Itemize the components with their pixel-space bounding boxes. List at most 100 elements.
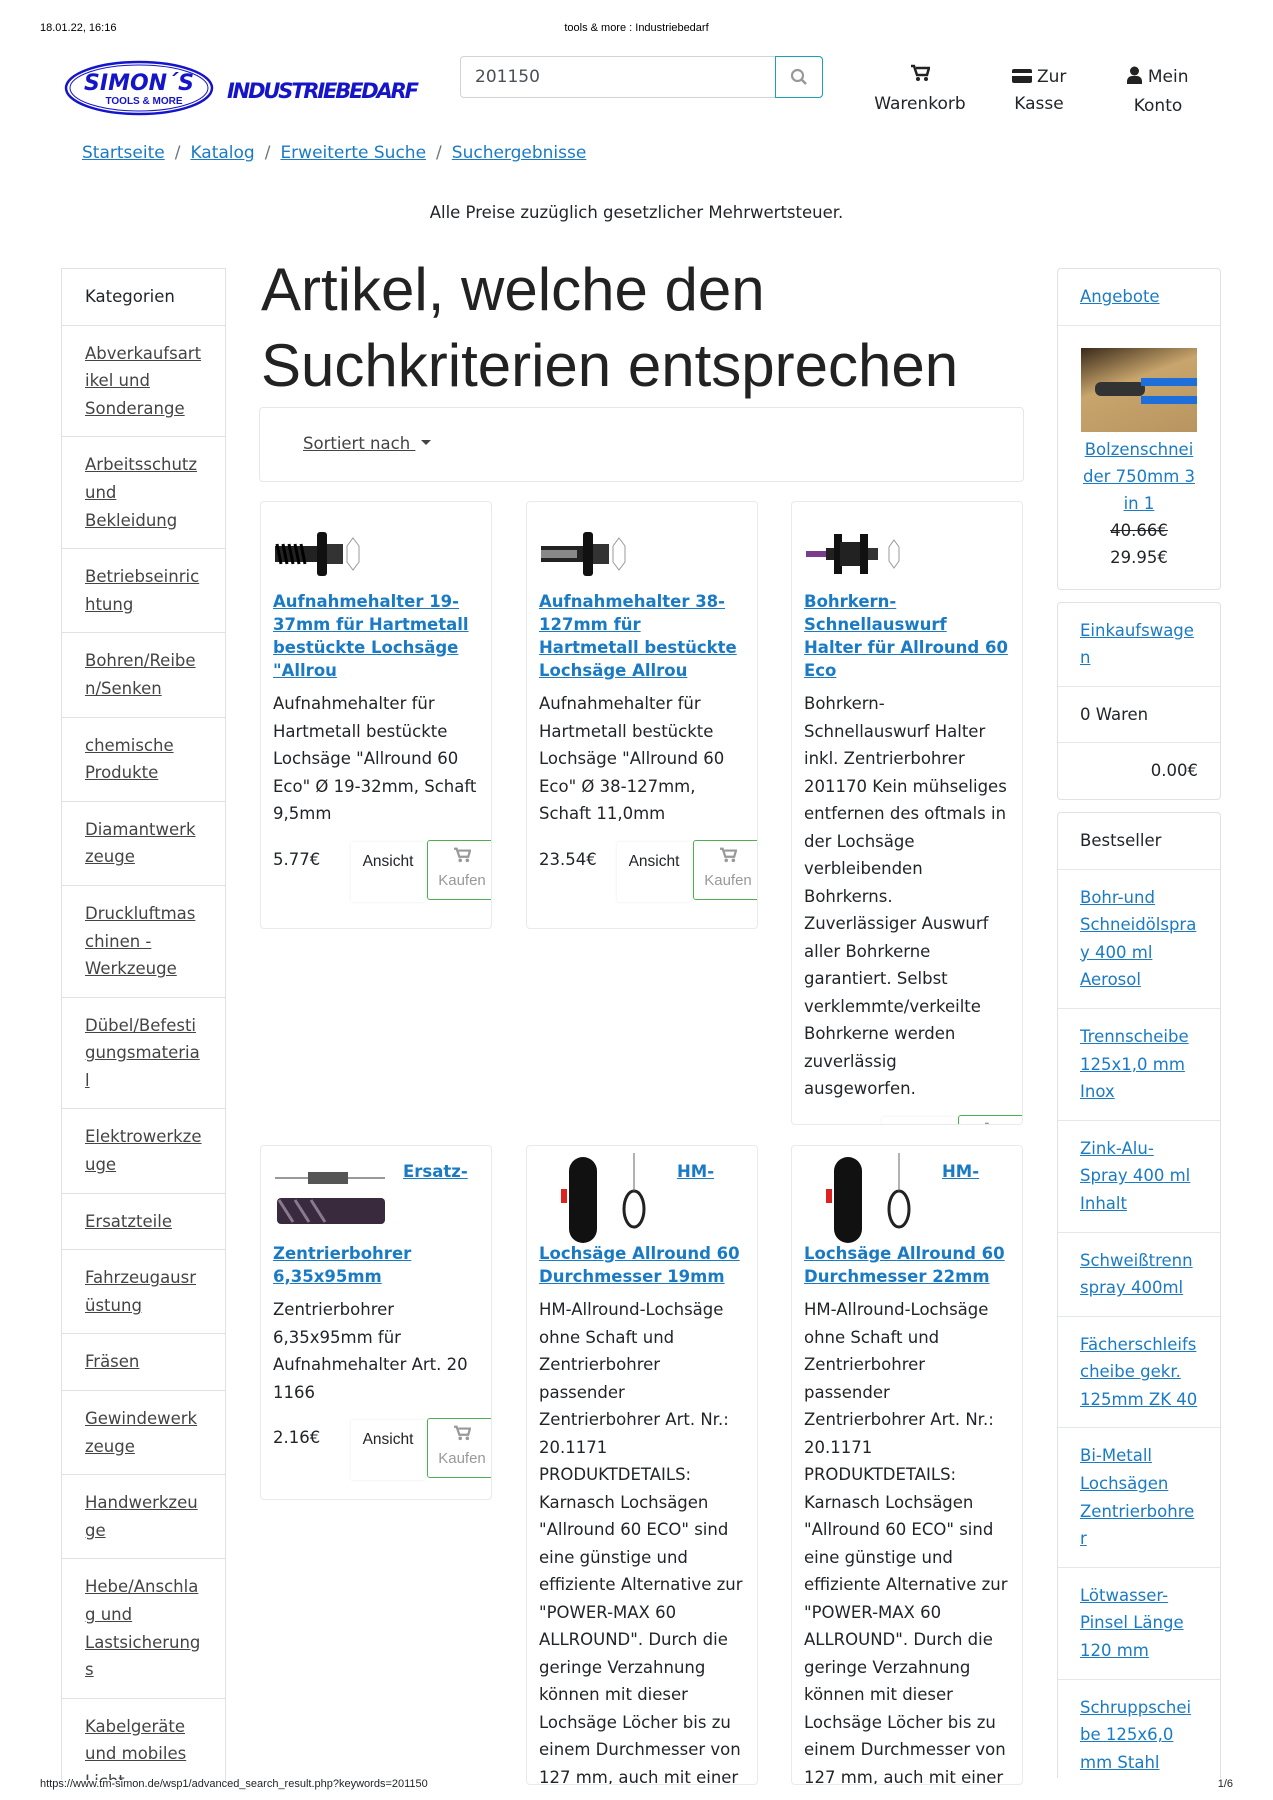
- view-button[interactable]: Ansicht: [617, 842, 691, 902]
- offer-product-image[interactable]: [1081, 347, 1197, 432]
- product-title-link[interactable]: Bohrkern-Schnellauswurf Halter für Allro…: [804, 592, 1008, 680]
- view-button[interactable]: Ansicht: [882, 1117, 956, 1125]
- bestseller-link[interactable]: Schruppscheibe 125x6,0 mm Stahl: [1080, 1697, 1192, 1772]
- product-image[interactable]: [273, 1146, 395, 1242]
- category-link[interactable]: Druckluftmaschinen - Werkzeuge: [85, 903, 196, 979]
- search-input[interactable]: [461, 57, 776, 97]
- right-sidebar: Angebote Bolzenschneider 750mm 3 in 1 40…: [1057, 268, 1221, 1778]
- category-link[interactable]: Betriebseinrichtung: [85, 567, 200, 614]
- bestseller-item: Schweißtrennspray 400ml: [1058, 1233, 1220, 1317]
- bestseller-link[interactable]: Trennscheibe 125x1,0 mm Inox: [1080, 1026, 1189, 1102]
- cart-icon: [694, 847, 757, 870]
- account-link[interactable]: Mein Konto: [1113, 64, 1203, 120]
- buy-label: Kaufen: [438, 871, 486, 889]
- offer-product-link[interactable]: Bolzenschneider 750mm 3 in 1: [1082, 439, 1196, 513]
- product-card: HM-Lochsäge Allround 60 Durchmesser 22mm…: [791, 1145, 1023, 1785]
- category-link[interactable]: Handwerkzeuge: [85, 1493, 198, 1540]
- view-button[interactable]: Ansicht: [351, 1420, 425, 1480]
- category-link[interactable]: chemische Produkte: [85, 735, 174, 783]
- product-footer: 2.16€ Ansicht Kaufen: [273, 1418, 491, 1499]
- category-item: Hebe/Anschlag und Lastsicherungs: [62, 1559, 225, 1699]
- sort-label: Sortiert nach: [303, 434, 416, 453]
- product-image[interactable]: [539, 1146, 669, 1243]
- user-icon: [1127, 66, 1143, 93]
- product-title-link[interactable]: Aufnahmehalter 19-37mm für Hartmetall be…: [273, 592, 469, 680]
- product-card: Aufnahmehalter 19-37mm für Hartmetall be…: [260, 501, 492, 929]
- buy-button[interactable]: Kaufen: [958, 1114, 1022, 1124]
- category-link[interactable]: Gewindewerkzeuge: [85, 1409, 198, 1456]
- product-title-link[interactable]: HM-Lochsäge Allround 60 Durchmesser 19mm: [539, 1162, 740, 1286]
- product-footer: 5.77€ Ansicht Kaufen: [273, 839, 491, 922]
- bestseller-link[interactable]: Schweißtrennspray 400ml: [1080, 1250, 1193, 1298]
- offer-price: 29.95€: [1110, 547, 1168, 567]
- category-link[interactable]: Arbeitsschutz und Bekleidung: [85, 455, 198, 530]
- cart-total: 0.00€: [1150, 761, 1198, 781]
- product-description: HM-Allround-Lochsäge ohne Schaft und Zen…: [539, 1300, 743, 1785]
- checkout-link[interactable]: Zur Kasse: [999, 64, 1079, 118]
- product-image[interactable]: [804, 502, 1010, 584]
- credit-card-icon: [1011, 69, 1032, 83]
- product-title-link[interactable]: Aufnahmehalter 38-127mm für Hartmetall b…: [539, 592, 737, 680]
- product-price: 23.54€: [539, 849, 597, 869]
- category-link[interactable]: Bohren/Reiben/Senken: [85, 651, 196, 698]
- bestseller-link[interactable]: Bi-Metall Lochsägen Zentrierbohrer: [1080, 1446, 1195, 1549]
- account-label-1: Mein: [1147, 67, 1189, 87]
- category-link[interactable]: Fräsen: [85, 1352, 140, 1372]
- cart-item-count: 0 Waren: [1058, 687, 1220, 744]
- bestseller-link[interactable]: Zink-Alu-Spray 400 ml Inhalt: [1080, 1138, 1191, 1213]
- bestseller-item: Schruppscheibe 125x6,0 mm Stahl: [1058, 1680, 1220, 1778]
- offers-link[interactable]: Angebote: [1080, 287, 1160, 306]
- bestseller-link[interactable]: Bohr-und Schneidölspray 400 ml Aerosol: [1080, 887, 1197, 990]
- search-bar: [460, 56, 823, 98]
- category-link[interactable]: Dübel/Befestigungsmaterial: [85, 1015, 200, 1090]
- cart-icon: [870, 64, 970, 91]
- product-image[interactable]: [539, 502, 745, 584]
- category-link[interactable]: Ersatzteile: [85, 1211, 172, 1231]
- product-description: Zentrierbohrer 6,35x95mm für Aufnahmehal…: [273, 1300, 468, 1402]
- category-item: Handwerkzeuge: [62, 1475, 225, 1560]
- category-link[interactable]: Kabelgeräte und mobiles Licht: [85, 1716, 187, 1780]
- buy-button[interactable]: Kaufen: [427, 839, 491, 900]
- product-price: 25.27€: [804, 1121, 862, 1125]
- product-image[interactable]: [804, 1146, 934, 1243]
- product-title: HM-Lochsäge Allround 60 Durchmesser 22mm: [804, 1160, 1010, 1288]
- category-link[interactable]: Elektrowerkzeuge: [85, 1127, 202, 1175]
- category-link[interactable]: Fahrzeugausrüstung: [85, 1268, 197, 1315]
- breadcrumb-results[interactable]: Suchergebnisse: [451, 143, 587, 163]
- category-link[interactable]: Diamantwerkzeuge: [85, 819, 196, 867]
- category-item: Druckluftmaschinen - Werkzeuge: [62, 886, 225, 998]
- svg-text:SIMON´S: SIMON´S: [84, 71, 194, 96]
- search-icon: [790, 68, 807, 85]
- category-item: Bohren/Reiben/Senken: [62, 633, 225, 718]
- product-card: Ersatz-Zentrierbohrer 6,35x95mm Zentrierb…: [260, 1145, 492, 1500]
- category-item: Betriebseinrichtung: [62, 549, 225, 634]
- category-link[interactable]: Hebe/Anschlag und Lastsicherungs: [85, 1577, 201, 1680]
- cart-link[interactable]: Warenkorb: [870, 64, 970, 118]
- breadcrumb-separator: /: [436, 143, 442, 163]
- product-title-link[interactable]: HM-Lochsäge Allround 60 Durchmesser 22mm: [804, 1162, 1005, 1286]
- search-button[interactable]: [775, 56, 823, 98]
- sort-dropdown[interactable]: Sortiert nach: [303, 434, 432, 453]
- bestseller-link[interactable]: Fächerschleifscheibe gekr. 125mm ZK 40: [1080, 1334, 1198, 1409]
- caret-down-icon: [421, 440, 432, 450]
- category-link[interactable]: Abverkaufsartikel und Sonderange: [85, 343, 202, 418]
- product-image[interactable]: [273, 502, 479, 584]
- site-logo[interactable]: SIMON´S TOOLS & MORE INDUSTRIEBEDARF: [64, 60, 424, 116]
- view-button[interactable]: Ansicht: [351, 842, 425, 902]
- product-title-link[interactable]: Ersatz-Zentrierbohrer 6,35x95mm: [273, 1162, 468, 1286]
- product-title: Ersatz-Zentrierbohrer 6,35x95mm: [273, 1160, 479, 1288]
- buy-button[interactable]: Kaufen: [693, 839, 757, 900]
- buy-button[interactable]: Kaufen: [427, 1418, 491, 1478]
- product-card: Bohrkern-Schnellauswurf Halter für Allro…: [791, 501, 1023, 1125]
- breadcrumb-catalog[interactable]: Katalog: [190, 143, 255, 163]
- bestseller-box: Bestseller Bohr-und Schneidölspray 400 m…: [1057, 811, 1221, 1778]
- cart-box-link[interactable]: Einkaufswagen: [1080, 620, 1194, 668]
- category-item: Kabelgeräte und mobiles Licht: [62, 1699, 225, 1780]
- breadcrumb-advanced-search[interactable]: Erweiterte Suche: [280, 143, 427, 163]
- bestseller-link[interactable]: Lötwasser-Pinsel Länge 120 mm: [1080, 1585, 1184, 1661]
- product-description: Aufnahmehalter für Hartmetall bestückte …: [273, 694, 477, 823]
- bestseller-item: Zink-Alu-Spray 400 ml Inhalt: [1058, 1121, 1220, 1233]
- breadcrumb-home[interactable]: Startseite: [82, 143, 165, 163]
- sort-bar: Sortiert nach: [259, 407, 1024, 482]
